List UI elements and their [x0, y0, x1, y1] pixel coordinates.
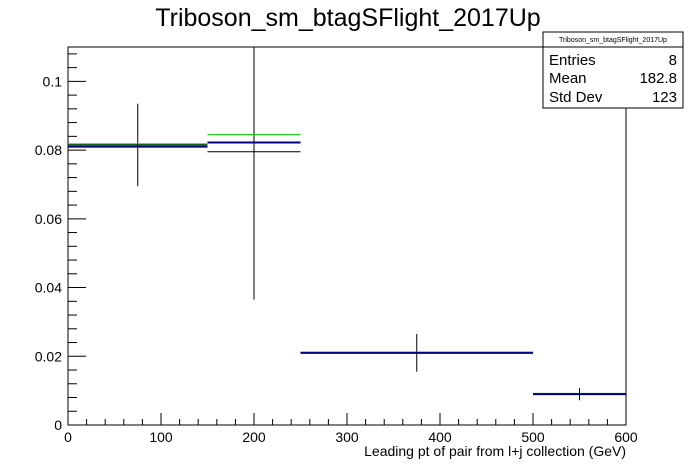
x-tick-label: 300 — [335, 429, 359, 445]
chart-title: Triboson_sm_btagSFlight_2017Up — [155, 4, 540, 32]
stats-stddev-label: Std Dev — [549, 89, 603, 106]
y-tick-label: 0.06 — [35, 211, 62, 227]
axes: 0 100 200 300 400 500 600 0 0.02 0.04 0.06 0.08 0.1 — [35, 46, 638, 445]
y-tick-label: 0 — [54, 417, 62, 433]
stats-box: Triboson_sm_btagSFlight_2017Up Entries 8… — [542, 31, 684, 109]
stats-box-frame — [542, 31, 684, 109]
y-tick-label: 0.02 — [35, 348, 62, 364]
x-tick-label: 400 — [428, 429, 452, 445]
stats-mean-value: 182.8 — [639, 70, 677, 87]
stats-box-title: Triboson_sm_btagSFlight_2017Up — [559, 37, 667, 44]
stats-entries-value: 8 — [669, 52, 677, 69]
x-tick-label: 200 — [242, 429, 266, 445]
plot-frame — [67, 46, 627, 426]
x-tick-label: 500 — [521, 429, 545, 445]
y-tick-label: 0.04 — [35, 280, 62, 296]
x-tick-label: 100 — [149, 429, 173, 445]
y-tick-label: 0.1 — [43, 73, 63, 89]
stats-mean-label: Mean — [549, 70, 587, 87]
stats-stddev-value: 123 — [652, 89, 677, 106]
x-tick-label: 0 — [64, 429, 72, 445]
histogram-marks — [68, 47, 626, 401]
x-axis-title: Leading pt of pair from l+j collection (… — [364, 443, 626, 459]
x-tick-label: 600 — [614, 429, 638, 445]
stats-entries-label: Entries — [549, 52, 596, 69]
y-tick-label: 0.08 — [35, 142, 62, 158]
